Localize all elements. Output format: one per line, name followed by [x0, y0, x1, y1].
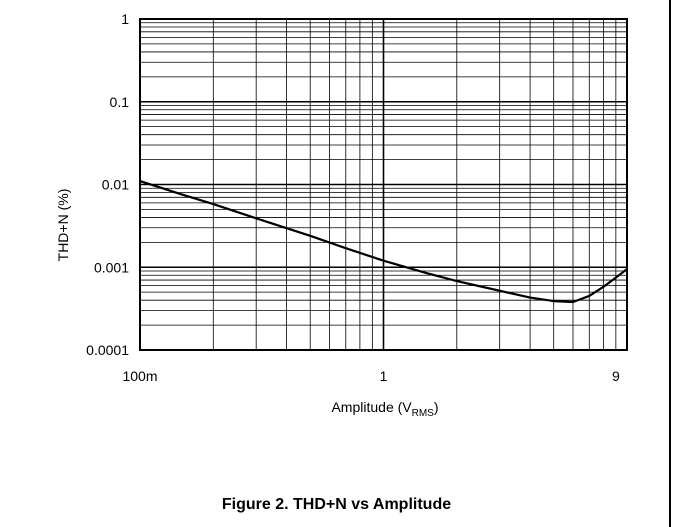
major-gridlines	[140, 19, 627, 350]
figure-caption: Figure 2. THD+N vs Amplitude	[221, 496, 452, 513]
x-axis-label-close: )	[434, 399, 439, 415]
x-axis-label-subscript: RMS	[412, 408, 435, 419]
y-axis-label: THD+N (%)	[55, 189, 71, 262]
x-axis-label-main: Amplitude (V	[331, 399, 412, 415]
plot-border	[139, 18, 628, 351]
series-line	[139, 180, 628, 304]
x-tick-label: 9	[612, 368, 620, 384]
x-tick-label: 100m	[122, 368, 157, 384]
tick-labels: 1 0.1 0.01 0.001 0.0001 100m 1 9	[86, 11, 620, 384]
series-layer	[139, 180, 628, 304]
x-tick-label: 1	[380, 368, 388, 384]
y-tick-label: 0.001	[94, 259, 129, 275]
y-tick-label: 0.01	[102, 177, 129, 193]
x-axis-label: Amplitude (VRMS)	[331, 399, 438, 419]
y-tick-label: 1	[121, 11, 129, 27]
y-tick-label: 0.0001	[86, 342, 129, 358]
y-tick-label: 0.1	[110, 94, 130, 110]
